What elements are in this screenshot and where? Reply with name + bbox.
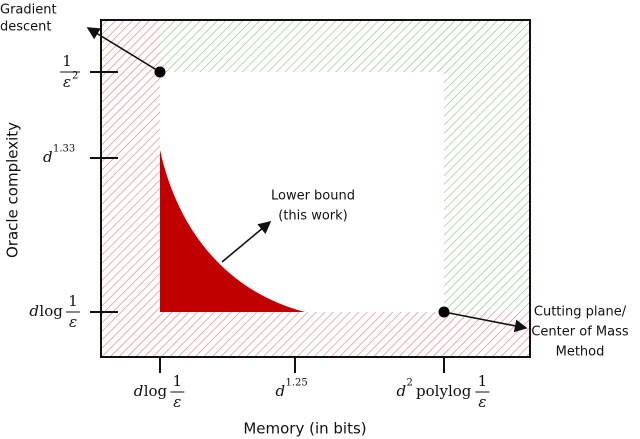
math-den: ε bbox=[69, 313, 77, 331]
arrows bbox=[86, 27, 528, 333]
annotation: Lower bound bbox=[271, 189, 355, 204]
math-num: 1 bbox=[68, 292, 78, 310]
x-axis-label: Memory (in bits) bbox=[243, 420, 366, 438]
frame bbox=[100, 19, 531, 358]
annotation: Cutting plane/ bbox=[534, 305, 627, 320]
math-exp: 2 bbox=[72, 71, 78, 82]
math-base: d bbox=[134, 382, 144, 400]
y-axis-label: Oracle complexity bbox=[4, 122, 22, 258]
annotation: Method bbox=[556, 345, 605, 360]
red-hatch-left bbox=[101, 20, 160, 357]
math-base: d bbox=[276, 382, 286, 400]
math-den: ε bbox=[173, 393, 181, 411]
math-base: d bbox=[43, 148, 53, 166]
math-exp: 2 bbox=[407, 378, 413, 389]
point bbox=[154, 66, 166, 78]
math-num: 1 bbox=[173, 372, 183, 390]
annotation: Center of Mass bbox=[531, 325, 629, 340]
math-num: 1 bbox=[478, 372, 488, 390]
green-hatch-right bbox=[444, 72, 530, 312]
annotation: descent bbox=[0, 20, 52, 35]
math-word: log bbox=[39, 302, 63, 320]
math-base: d bbox=[29, 302, 39, 320]
math-den: ε bbox=[63, 73, 71, 91]
math-den: ε bbox=[478, 393, 486, 411]
arrow bbox=[221, 220, 272, 263]
ticks bbox=[90, 71, 445, 373]
arrow bbox=[86, 27, 161, 73]
lower-bound-region bbox=[160, 150, 305, 312]
point bbox=[438, 306, 450, 318]
regions bbox=[100, 19, 531, 358]
math-exp: 1.25 bbox=[286, 378, 308, 389]
annotation: (this work) bbox=[278, 209, 347, 224]
math-word: polylog bbox=[416, 382, 472, 400]
arrow bbox=[443, 311, 528, 333]
green-hatch-top bbox=[160, 20, 530, 72]
red-hatch-bottom bbox=[160, 312, 530, 357]
math-exp: 1.33 bbox=[53, 144, 75, 155]
annotation: Gradient bbox=[0, 3, 57, 18]
math-word: log bbox=[144, 382, 168, 400]
math-num: 1 bbox=[62, 52, 72, 70]
math-base: d bbox=[397, 382, 407, 400]
